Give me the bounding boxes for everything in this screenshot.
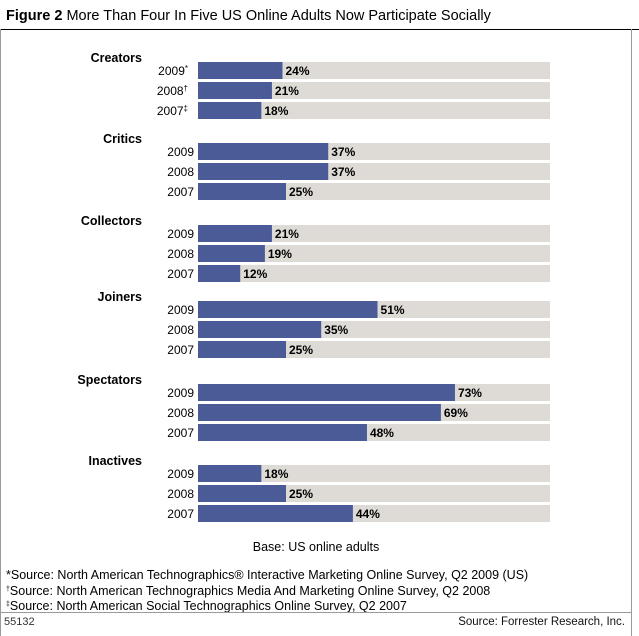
bar-critics-2007: [198, 183, 286, 200]
year-label-inactives-2009: 2009: [167, 467, 194, 481]
bar-spectators-2007: [198, 424, 367, 441]
bar-spectators-2008: [198, 404, 441, 421]
figure-title-text: More Than Four In Five US Online Adults …: [66, 8, 491, 24]
value-label-creators-2008: 21%: [275, 84, 299, 98]
year-label-spectators-2009: 2009: [167, 386, 194, 400]
value-label-spectators-2008: 69%: [444, 406, 468, 420]
year-label-inactives-2008: 2008: [167, 487, 194, 501]
year-label-joiners-2009: 2009: [167, 303, 194, 317]
footer-source: Source: Forrester Research, Inc.: [458, 616, 625, 628]
value-label-collectors-2007: 12%: [243, 267, 267, 281]
value-label-joiners-2007: 25%: [289, 343, 313, 357]
category-label-collectors: Collectors: [81, 214, 142, 228]
source-mark-1: *: [6, 568, 11, 582]
value-label-creators-2009: 24%: [285, 64, 309, 78]
bar-collectors-2008: [198, 245, 265, 262]
year-label-critics-2009: 2009: [167, 145, 194, 159]
bar-collectors-2009: [198, 225, 272, 242]
bar-track-creators-2007: [198, 102, 550, 119]
value-label-joiners-2008: 35%: [324, 323, 348, 337]
figure-title: Figure 2 More Than Four In Five US Onlin…: [6, 6, 633, 26]
value-label-collectors-2008: 19%: [268, 247, 292, 261]
source-line-2: †Source: North American Technographics M…: [6, 583, 528, 599]
category-label-creators: Creators: [91, 51, 142, 65]
figure-label: Figure 2: [6, 8, 63, 24]
year-label-creators-2009: 2009*: [158, 64, 188, 78]
category-label-joiners: Joiners: [98, 290, 143, 304]
bar-joiners-2008: [198, 321, 322, 338]
source-text-3: Source: North American Social Technograp…: [9, 599, 407, 613]
value-label-creators-2007: 18%: [264, 104, 288, 118]
bar-inactives-2007: [198, 505, 353, 522]
value-label-critics-2008: 37%: [331, 165, 355, 179]
bar-joiners-2007: [198, 341, 286, 358]
frame-right-line: [631, 29, 632, 636]
footnote-mark-creators-2008: †: [184, 84, 188, 93]
bar-creators-2008: [198, 82, 272, 99]
footnote-mark-creators-2007: ‡: [184, 104, 188, 113]
year-label-joiners-2008: 2008: [167, 323, 194, 337]
source-line-1: *Source: North American Technographics® …: [6, 568, 528, 583]
category-label-critics: Critics: [103, 132, 142, 146]
bar-track-creators-2009: [198, 62, 550, 79]
bar-critics-2009: [198, 143, 329, 160]
bar-inactives-2008: [198, 485, 286, 502]
source-mark-2: †: [6, 585, 10, 593]
bar-track-creators-2008: [198, 82, 550, 99]
bar-track-collectors-2008: [198, 245, 550, 262]
source-mark-3: ‡: [6, 601, 10, 608]
year-label-collectors-2007: 2007: [167, 267, 194, 281]
bar-creators-2007: [198, 102, 262, 119]
year-label-spectators-2007: 2007: [167, 426, 194, 440]
value-label-spectators-2007: 48%: [370, 426, 394, 440]
value-label-critics-2007: 25%: [289, 185, 313, 199]
title-rule: [0, 29, 639, 30]
year-label-collectors-2009: 2009: [167, 227, 194, 241]
value-label-inactives-2007: 44%: [356, 507, 380, 521]
bar-critics-2008: [198, 163, 329, 180]
year-label-creators-2007: 2007‡: [157, 104, 188, 118]
value-label-inactives-2009: 18%: [264, 467, 288, 481]
bar-track-inactives-2009: [198, 465, 550, 482]
bar-track-collectors-2009: [198, 225, 550, 242]
value-label-joiners-2009: 51%: [381, 303, 405, 317]
value-label-inactives-2008: 25%: [289, 487, 313, 501]
year-label-collectors-2008: 2008: [167, 247, 194, 261]
source-line-3: ‡Source: North American Social Technogra…: [6, 598, 528, 614]
bar-inactives-2009: [198, 465, 262, 482]
value-label-spectators-2009: 73%: [458, 386, 482, 400]
bar-creators-2009: [198, 62, 283, 79]
sources: *Source: North American Technographics® …: [6, 568, 528, 614]
year-label-joiners-2007: 2007: [167, 343, 194, 357]
value-label-critics-2009: 37%: [331, 145, 355, 159]
year-label-spectators-2008: 2008: [167, 406, 194, 420]
bar-joiners-2009: [198, 301, 378, 318]
year-label-critics-2007: 2007: [167, 185, 194, 199]
value-label-collectors-2009: 21%: [275, 227, 299, 241]
year-label-creators-2008: 2008†: [157, 84, 188, 98]
footer-rule: [0, 612, 632, 613]
bar-collectors-2007: [198, 265, 241, 282]
bar-spectators-2009: [198, 384, 455, 401]
year-label-critics-2008: 2008: [167, 165, 194, 179]
category-label-inactives: Inactives: [88, 454, 142, 468]
frame-left-line: [0, 29, 1, 636]
category-label-spectators: Spectators: [77, 373, 142, 387]
bar-track-collectors-2007: [198, 265, 550, 282]
source-text-2: Source: North American Technographics Me…: [9, 583, 491, 598]
source-text-1: Source: North American Technographics® I…: [10, 568, 529, 582]
footnote-mark-creators-2009: *: [185, 64, 188, 73]
base-note: Base: US online adults: [252, 540, 380, 554]
year-label-inactives-2007: 2007: [167, 507, 194, 521]
document-id: 55132: [4, 616, 35, 628]
